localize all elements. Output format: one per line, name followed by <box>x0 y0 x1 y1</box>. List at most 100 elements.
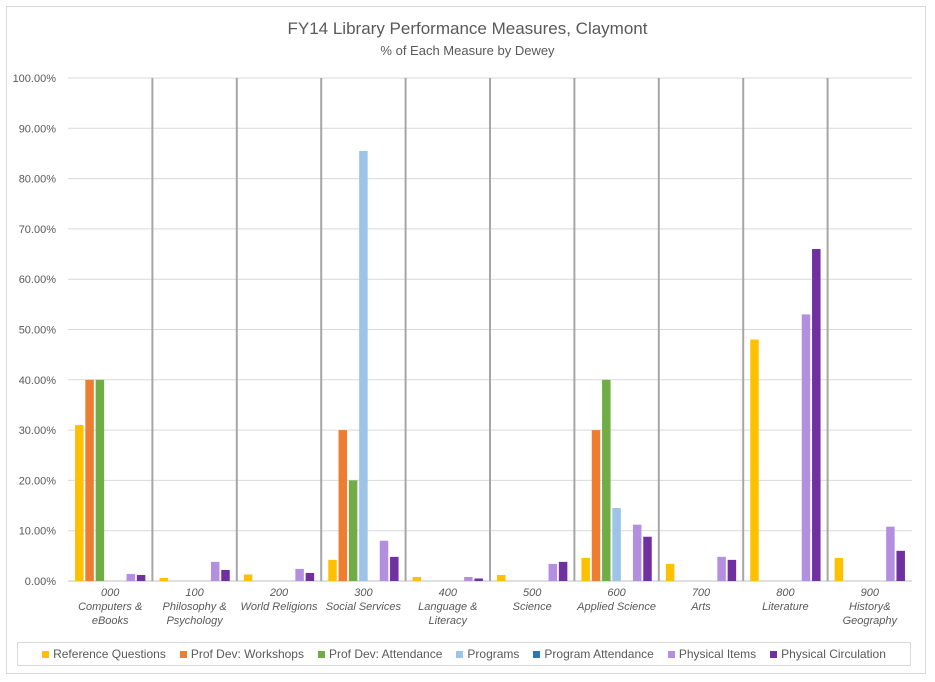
y-tick-label: 90.00% <box>19 123 57 135</box>
bar <box>390 556 399 581</box>
bar <box>210 561 220 581</box>
chart-subtitle: % of Each Measure by Dewey <box>380 43 555 58</box>
legend-label: Program Attendance <box>544 647 654 661</box>
bar <box>834 557 844 581</box>
legend-swatch <box>770 650 778 658</box>
x-tick-label: Science <box>513 601 552 613</box>
bar <box>243 574 253 581</box>
bar <box>665 563 675 581</box>
bar <box>295 568 304 581</box>
bar <box>801 314 811 581</box>
x-tick-label: 800 <box>776 587 795 599</box>
bar <box>474 578 483 581</box>
legend-item: Prof Dev: Workshops <box>179 647 304 661</box>
y-tick-label: 20.00% <box>19 475 57 487</box>
bar <box>95 379 105 581</box>
x-tick-label: 000 <box>101 587 120 599</box>
chart-title: FY14 Library Performance Measures, Claym… <box>287 19 648 38</box>
bar <box>328 559 337 581</box>
bar <box>602 379 611 581</box>
y-tick-label: 10.00% <box>19 526 57 538</box>
legend-label: Physical Items <box>678 647 757 661</box>
x-tick-label: History& <box>849 601 891 613</box>
bar <box>548 563 558 581</box>
bar <box>643 536 652 581</box>
legend-label: Programs <box>467 647 520 661</box>
legend-item: Reference Questions <box>42 647 166 661</box>
x-tick-label: Applied Science <box>576 601 656 613</box>
legend-swatch <box>533 650 541 658</box>
x-tick-label: Psychology <box>166 615 224 627</box>
legend-label: Reference Questions <box>53 647 166 661</box>
x-axis: 000 Computers & eBooks 100 Philosophy & Psych… <box>78 587 898 627</box>
legend-item: Program Attendance <box>533 647 654 661</box>
bar-chart: 0.00% 10.00% 20.00% 30.00% 40.00% 50.00% 60.00… <box>13 73 912 627</box>
bar <box>581 557 590 581</box>
x-tick-label: eBooks <box>92 615 129 627</box>
legend-label: Prof Dev: Workshops <box>190 647 304 661</box>
bar <box>612 508 621 581</box>
legend-swatch <box>317 650 325 658</box>
bar <box>126 573 136 581</box>
chart-legend: Reference Questions Prof Dev: Workshops Pr… <box>17 642 911 666</box>
bar <box>750 339 759 581</box>
bar <box>886 526 895 581</box>
bar <box>85 379 94 581</box>
bar <box>464 576 473 581</box>
bars <box>75 150 905 581</box>
bar <box>379 540 389 581</box>
x-tick-label: 400 <box>439 587 458 599</box>
y-tick-label: 50.00% <box>19 325 57 337</box>
x-tick-label: 300 <box>354 587 373 599</box>
bar <box>558 561 568 581</box>
y-tick-label: 80.00% <box>19 174 57 186</box>
bar <box>632 524 642 581</box>
x-tick-label: 500 <box>523 587 542 599</box>
x-tick-label: Computers & <box>78 601 142 613</box>
bar <box>727 559 737 581</box>
x-tick-label: 600 <box>607 587 626 599</box>
legend-label: Prof Dev: Attendance <box>328 647 443 661</box>
x-tick-label: Literature <box>762 601 808 613</box>
y-tick-label: 30.00% <box>19 425 57 437</box>
x-tick-label: World Religions <box>240 601 318 613</box>
bar <box>359 150 368 581</box>
bar <box>348 480 358 581</box>
bar <box>136 574 146 581</box>
legend-label: Physical Circulation <box>781 647 886 661</box>
x-tick-label: Literacy <box>429 615 469 627</box>
legend-item: Prof Dev: Attendance <box>317 647 443 661</box>
chart-frame <box>6 6 926 674</box>
y-tick-label: 0.00% <box>25 576 56 588</box>
x-tick-label: 900 <box>861 587 880 599</box>
x-tick-label: Language & <box>418 601 477 613</box>
bar <box>338 430 348 581</box>
legend-swatch <box>456 650 464 658</box>
x-tick-label: Philosophy & <box>162 601 226 613</box>
gridlines <box>68 77 912 582</box>
y-axis: 0.00% 10.00% 20.00% 30.00% 40.00% 50.00% 60.00… <box>13 73 57 588</box>
legend-item: Physical Items <box>667 647 757 661</box>
y-tick-label: 70.00% <box>19 224 57 236</box>
x-tick-label: 200 <box>269 587 289 599</box>
bar <box>812 249 821 581</box>
y-tick-label: 100.00% <box>13 73 57 85</box>
x-tick-label: Social Services <box>326 601 402 613</box>
bar <box>159 577 168 581</box>
bar <box>75 425 84 581</box>
x-tick-label: 700 <box>692 587 711 599</box>
bar <box>717 556 726 581</box>
bar <box>412 576 422 581</box>
bar <box>497 574 506 581</box>
y-tick-label: 40.00% <box>19 375 57 387</box>
bar <box>221 569 230 581</box>
legend-swatch <box>179 650 187 658</box>
x-tick-label: Geography <box>843 615 899 627</box>
x-tick-label: 100 <box>185 587 204 599</box>
y-tick-label: 60.00% <box>19 274 57 286</box>
legend-swatch <box>667 650 675 658</box>
x-tick-label: Arts <box>690 601 711 613</box>
bar <box>896 550 905 581</box>
legend-swatch <box>42 650 50 658</box>
legend-item: Programs <box>456 647 519 661</box>
